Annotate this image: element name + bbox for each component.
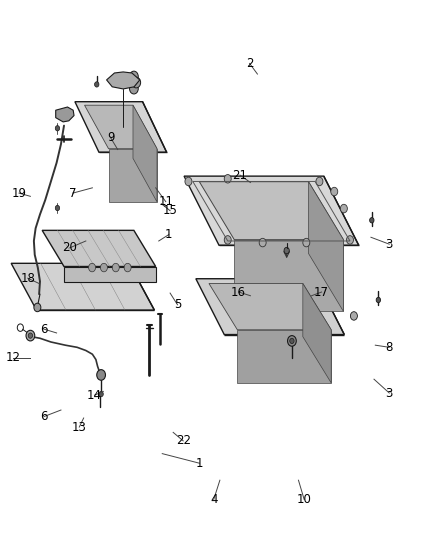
Text: 6: 6 [41, 410, 48, 423]
Text: 9: 9 [107, 131, 114, 144]
Circle shape [34, 303, 41, 312]
Circle shape [350, 312, 357, 320]
Circle shape [316, 177, 323, 185]
Circle shape [340, 204, 347, 213]
Circle shape [331, 187, 338, 196]
Circle shape [99, 391, 103, 397]
Circle shape [88, 263, 95, 272]
Text: 14: 14 [87, 389, 102, 402]
Text: 1: 1 [165, 228, 173, 241]
Circle shape [370, 217, 374, 223]
Circle shape [100, 263, 107, 272]
Polygon shape [64, 266, 155, 282]
Text: 5: 5 [174, 298, 181, 311]
Text: 2: 2 [246, 57, 253, 70]
Circle shape [132, 77, 141, 88]
Text: 6: 6 [41, 322, 48, 336]
Polygon shape [303, 284, 331, 383]
Polygon shape [42, 230, 155, 266]
Circle shape [55, 205, 60, 211]
Circle shape [95, 82, 99, 87]
Circle shape [28, 333, 32, 338]
Polygon shape [196, 279, 344, 335]
Polygon shape [109, 149, 157, 202]
Polygon shape [56, 107, 74, 122]
Polygon shape [11, 263, 154, 310]
Circle shape [55, 126, 60, 131]
Circle shape [376, 297, 381, 303]
Polygon shape [184, 176, 359, 245]
Polygon shape [199, 182, 343, 240]
Text: 8: 8 [385, 341, 393, 354]
Circle shape [224, 236, 231, 244]
Polygon shape [106, 72, 140, 89]
Text: 13: 13 [72, 421, 87, 433]
Polygon shape [85, 105, 157, 149]
Circle shape [303, 238, 310, 247]
Polygon shape [316, 279, 344, 335]
Text: 18: 18 [20, 272, 35, 285]
Circle shape [290, 338, 294, 344]
Polygon shape [133, 105, 157, 202]
Polygon shape [324, 176, 359, 245]
Circle shape [224, 174, 231, 183]
Text: 21: 21 [233, 168, 247, 182]
Text: 7: 7 [69, 187, 77, 200]
Text: 19: 19 [11, 187, 27, 200]
Text: 12: 12 [5, 351, 21, 365]
Polygon shape [234, 240, 343, 311]
Circle shape [346, 236, 353, 244]
Polygon shape [129, 263, 154, 310]
Circle shape [130, 83, 138, 94]
Text: 15: 15 [162, 204, 177, 217]
Circle shape [97, 369, 106, 380]
Polygon shape [209, 284, 331, 330]
Circle shape [288, 336, 296, 346]
Circle shape [26, 330, 35, 341]
Polygon shape [237, 330, 331, 383]
Circle shape [124, 263, 131, 272]
Text: 16: 16 [231, 286, 246, 298]
Circle shape [259, 238, 266, 247]
Text: 11: 11 [158, 195, 173, 208]
Text: 3: 3 [385, 238, 393, 251]
Text: 4: 4 [210, 493, 218, 506]
Circle shape [112, 263, 119, 272]
Text: 17: 17 [314, 286, 329, 298]
Circle shape [130, 71, 138, 82]
Circle shape [284, 247, 289, 254]
Circle shape [185, 177, 192, 185]
Text: 22: 22 [176, 434, 191, 447]
Text: 10: 10 [297, 493, 311, 506]
Text: 1: 1 [196, 457, 203, 470]
Polygon shape [308, 182, 343, 311]
Polygon shape [75, 102, 166, 152]
Text: 20: 20 [62, 241, 77, 254]
Text: 3: 3 [385, 386, 393, 400]
Polygon shape [143, 102, 166, 152]
